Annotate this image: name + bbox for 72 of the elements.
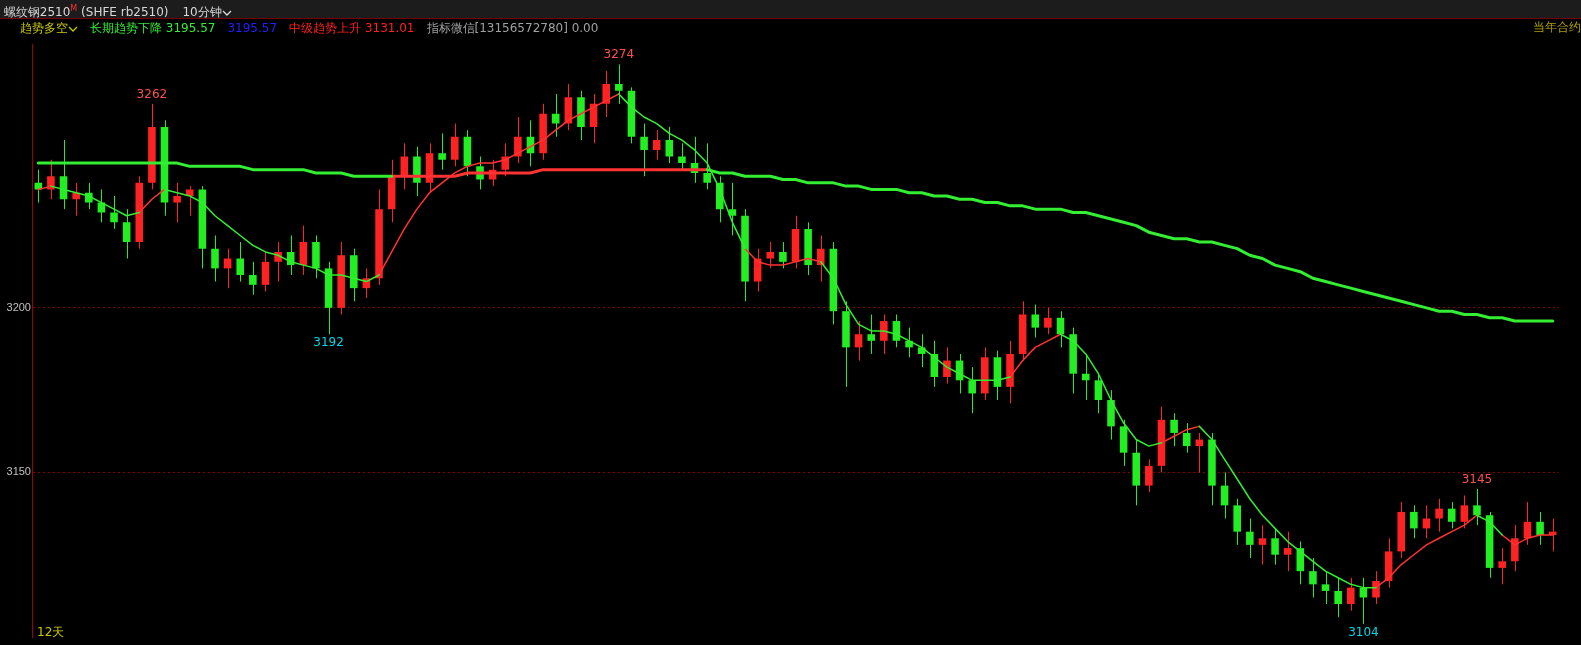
candlestick [1031,304,1040,339]
chart-title: 螺纹钢2510$^{M}$ (SHFE rb2510) [2,4,169,19]
candlestick [249,261,257,296]
annotation: 3274 [603,47,635,62]
candlestick [1498,547,1506,585]
candlestick [665,126,674,164]
text: 3195.57 [227,21,278,35]
candlestick [1435,498,1443,533]
annotation: 3192 [313,335,344,350]
y-tick-label: 3200 [6,300,31,313]
candlestick [122,208,131,260]
candlestick [1460,494,1469,529]
candlestick [728,182,737,236]
candlestick [968,366,976,414]
candlestick [1447,501,1456,529]
candlestick [640,123,648,177]
annotation: 3262 [136,86,168,101]
text: 趋势多空 [20,21,68,35]
candlestick [880,313,888,355]
candlestick [779,241,787,269]
candlestick [1372,570,1380,605]
candlestick [1258,524,1267,566]
candlestick [110,195,118,230]
annotation: 3104 [1348,624,1379,639]
candlestick [211,234,219,283]
candlestick [678,142,686,171]
candlestick [1271,527,1279,566]
text: 当年合约 [1533,20,1581,34]
text: 指标微信[13156572780] 0.00 [426,21,599,35]
text: 中级趋势上升 3131.01 [289,21,415,35]
candlestick [766,241,775,269]
candlestick [274,241,282,283]
candlestick [867,313,876,355]
candlestick [438,132,446,171]
chart-subtitle: 10分钟 [182,5,222,19]
annotation: 12天 [37,625,65,639]
candlestick [1283,531,1292,572]
candlestick [1321,570,1330,605]
candlestick [1094,373,1103,414]
candlestick [854,320,863,362]
candlestick [1334,577,1342,618]
candlestick [173,182,181,223]
annotation: 3145 [1461,472,1493,487]
candlestick [551,93,560,138]
candlestick [1170,412,1178,447]
candlestick [1309,557,1317,599]
candlestick [1410,504,1418,539]
candlestick [501,142,510,177]
candlestick [602,70,610,118]
candlestick [1182,422,1191,454]
candlestick [1473,488,1481,526]
candlestick [1246,518,1254,559]
text: 长期趋势下降 3195.57 [90,21,216,35]
candlestick [261,251,270,292]
candlestick [615,63,623,105]
candlestick [943,346,951,385]
candlestick [299,225,308,276]
candlestick [816,234,825,283]
candlestick [1536,511,1544,546]
candlestick [1044,307,1052,335]
candlestick [236,241,245,283]
candlestick [1359,577,1368,625]
candlestick [450,123,459,167]
candlestick [652,129,661,161]
candlestick [1145,458,1153,493]
y-tick-label: 3150 [6,465,31,478]
candlestick [1346,577,1355,612]
candlestick [1511,524,1519,572]
candlestick [514,116,522,164]
candlestick [400,142,409,190]
candlestick [185,185,194,217]
candlestick [703,142,711,190]
